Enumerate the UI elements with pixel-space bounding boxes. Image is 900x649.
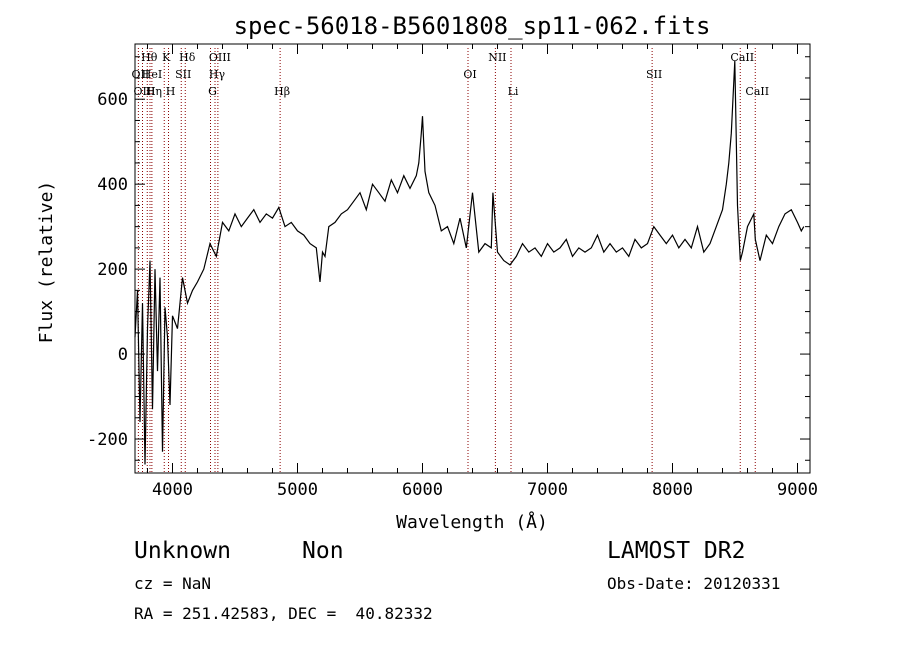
line-label: SII bbox=[175, 68, 191, 81]
line-label: K bbox=[162, 51, 171, 64]
x-tick-label: 9000 bbox=[777, 480, 818, 500]
x-tick-label: 8000 bbox=[652, 480, 693, 500]
x-axis-label: Wavelength (Å) bbox=[396, 511, 548, 533]
line-label: Hγ bbox=[209, 68, 226, 81]
line-label: NII bbox=[488, 51, 506, 64]
line-label: Hη bbox=[146, 85, 162, 98]
y-tick-label: -200 bbox=[87, 430, 128, 450]
plot-area: 4000 5000 6000 7000 8000 9000 -200 0 200 400 600 Hθ… bbox=[87, 43, 818, 500]
coordinates-text: RA = 251.42583, DEC = 40.82332 bbox=[134, 604, 433, 623]
y-axis-label: Flux (relative) bbox=[36, 181, 57, 344]
line-label: OIII bbox=[133, 85, 155, 98]
line-label: CaII bbox=[730, 51, 754, 64]
line-label: HeI bbox=[142, 68, 162, 81]
line-label: Hθ bbox=[141, 51, 158, 64]
line-label: SII bbox=[646, 68, 662, 81]
survey-label: LAMOST DR2 bbox=[607, 538, 746, 564]
class-label: Unknown bbox=[134, 538, 231, 564]
line-label: OI bbox=[463, 68, 476, 81]
line-label: Li bbox=[508, 85, 519, 98]
line-label: H bbox=[166, 85, 176, 98]
y-tick-label: 0 bbox=[118, 345, 128, 365]
y-tick-label: 200 bbox=[97, 260, 128, 280]
x-tick-label: 7000 bbox=[527, 480, 568, 500]
line-label: Hβ bbox=[274, 85, 290, 98]
obs-date-text: Obs-Date: 20120331 bbox=[607, 574, 781, 593]
y-tick-label: 400 bbox=[97, 175, 128, 195]
line-label: CaII bbox=[745, 85, 769, 98]
line-label: OII bbox=[132, 68, 150, 81]
plot-frame bbox=[134, 43, 811, 474]
line-label: G bbox=[208, 85, 217, 98]
line-label: Hδ bbox=[179, 51, 196, 64]
x-tick-label: 4000 bbox=[152, 480, 193, 500]
spectrum-line bbox=[134, 60, 805, 465]
subclass-label: Non bbox=[302, 538, 344, 564]
redshift-text: cz = NaN bbox=[134, 574, 212, 593]
x-tick-label: 5000 bbox=[277, 480, 318, 500]
line-label: OIII bbox=[209, 51, 231, 64]
x-tick-label: 6000 bbox=[402, 480, 443, 500]
chart-title: spec-56018-B5601808_sp11-062.fits bbox=[234, 12, 711, 40]
y-tick-label: 600 bbox=[97, 90, 128, 110]
